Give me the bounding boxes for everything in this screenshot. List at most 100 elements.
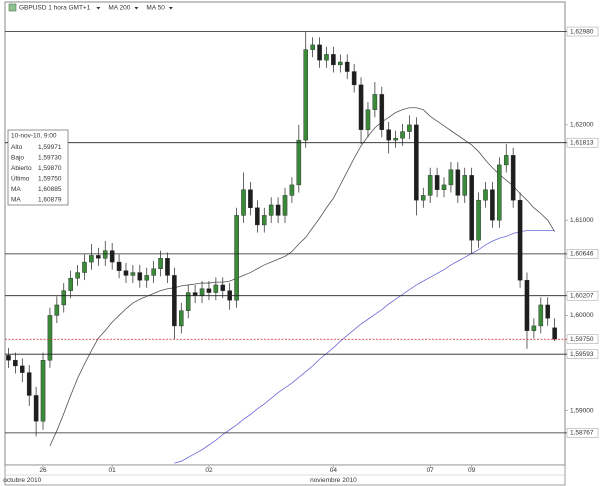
last-price-label: 1,59750 [570, 336, 594, 343]
last-price-box [566, 334, 599, 344]
candle-body [68, 278, 73, 291]
info-box: 10-nov-10, 9:00 Alto 1,59971 Bajo 1,59730 Abi… [7, 129, 69, 206]
candle-body [282, 195, 288, 216]
candle-body [26, 372, 32, 396]
candle-body [545, 304, 550, 319]
x-tick-label: 09 [468, 467, 476, 474]
info-value: 1,59971 [38, 144, 62, 151]
info-value: 1,59750 [38, 175, 62, 182]
candle-body [82, 261, 87, 273]
candle-body [462, 175, 468, 196]
candle-body [331, 54, 336, 66]
candle-body [89, 255, 94, 263]
candle-body [386, 129, 391, 141]
candle-body [517, 199, 523, 281]
info-value: 1,59730 [38, 154, 62, 161]
candle-body [503, 155, 509, 166]
info-label: Último [11, 173, 30, 182]
level-label-box [566, 428, 599, 438]
x-tick-label: 01 [109, 467, 117, 474]
level-label-box [566, 349, 599, 359]
plot-frame [4, 1, 566, 466]
candle-body [510, 155, 516, 201]
candle-body [13, 360, 18, 367]
x-tick-label: 04 [330, 467, 338, 474]
candle-body [448, 169, 454, 186]
candle-body [261, 215, 267, 226]
x-tick-label: 02 [205, 467, 213, 474]
level-label-box [566, 249, 599, 259]
candle-body [109, 250, 115, 263]
candle-body [206, 288, 212, 293]
level-label-box [566, 290, 599, 301]
info-label: Abierto [11, 165, 32, 172]
level-label: 1,61813 [570, 139, 594, 146]
candle-body [524, 279, 530, 331]
candle-body [40, 360, 46, 422]
candle-body [20, 365, 25, 373]
dropdown-arrow[interactable] [96, 7, 101, 10]
candle-body [116, 261, 122, 271]
candle-body [434, 175, 440, 190]
x-tick-label: 07 [427, 467, 435, 474]
level-label: 1,59593 [570, 351, 594, 358]
month-label: noviembre 2010 [310, 477, 357, 484]
candle-body [47, 315, 53, 361]
candle-body [317, 44, 322, 61]
candle-body [255, 207, 260, 226]
level-label-box [566, 137, 599, 148]
candle-body [351, 71, 357, 86]
candle-body [96, 255, 101, 259]
info-box-frame [7, 129, 69, 206]
info-label: MA [11, 186, 21, 193]
candle-body [220, 284, 226, 291]
candle-body [54, 304, 60, 316]
candle-body [469, 175, 474, 241]
candle-body [427, 175, 433, 196]
info-label: Alto [11, 144, 23, 151]
candle-body [33, 395, 39, 422]
candle-body [151, 268, 156, 276]
candle-body [137, 272, 143, 281]
candle-body [303, 49, 309, 141]
candle-body [338, 61, 343, 66]
candle-body [497, 164, 502, 221]
candle-body [393, 138, 398, 141]
candle-body [172, 275, 177, 327]
candle-body [61, 290, 67, 306]
candle-body [6, 355, 11, 361]
candle-body [158, 258, 163, 269]
candle-body [213, 284, 219, 293]
dropdown-arrow[interactable] [134, 7, 139, 10]
candle-body [185, 292, 191, 311]
candle-body [179, 310, 184, 327]
symbol-icon [8, 3, 17, 12]
level-label: 1,58767 [570, 430, 594, 437]
moving-average-line [49, 107, 555, 447]
candle-body [407, 124, 412, 132]
candle-body [199, 288, 205, 296]
info-label: Bajo [11, 154, 24, 161]
y-tick-label: 1,59000 [570, 407, 594, 414]
legend-entry[interactable]: MA 200 [108, 5, 130, 12]
dropdown-arrow[interactable] [168, 7, 173, 10]
candle-body [268, 204, 274, 216]
legend-entry[interactable]: MA 50 [146, 5, 165, 12]
candle-body [552, 327, 557, 340]
candle-body [358, 84, 364, 130]
month-label: octubre 2010 [3, 477, 41, 484]
info-value: 1,60879 [38, 196, 62, 203]
candle-body [414, 124, 419, 201]
level-label: 1,60207 [570, 292, 594, 299]
candle-body [275, 204, 281, 216]
moving-average-line [174, 230, 555, 464]
toolbar: GBPUSD 1 hora GMT+1 MA 200 MA 50 [8, 3, 173, 12]
candle-body [365, 109, 371, 130]
candle-body [538, 304, 544, 327]
chart-title: GBPUSD 1 hora GMT+1 [19, 5, 91, 12]
candle-body [372, 94, 378, 110]
candle-body [531, 325, 537, 331]
candle-body [130, 272, 136, 276]
candle-body [296, 139, 302, 186]
